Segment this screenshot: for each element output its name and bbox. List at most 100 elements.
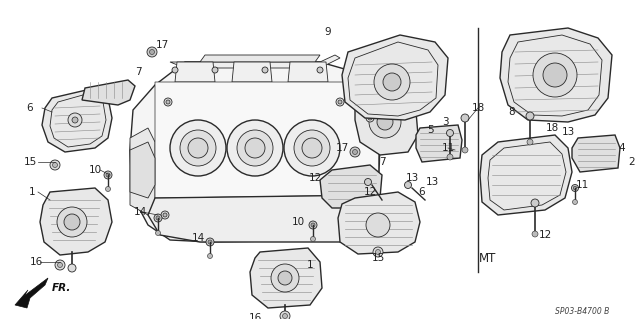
Circle shape [573,186,577,190]
Text: SP03-B4700 B: SP03-B4700 B [555,308,609,316]
Text: 3: 3 [442,117,448,127]
Text: 13: 13 [405,173,419,183]
Circle shape [461,114,469,122]
Circle shape [172,67,178,73]
Circle shape [106,187,111,191]
Circle shape [282,314,287,318]
Circle shape [104,171,112,179]
Polygon shape [500,28,612,122]
Circle shape [532,231,538,237]
Circle shape [284,120,340,176]
Text: 12: 12 [538,230,552,240]
Circle shape [447,154,453,160]
Text: 2: 2 [628,157,636,167]
Text: 17: 17 [335,143,349,153]
Polygon shape [40,188,112,255]
Circle shape [531,199,539,207]
Polygon shape [82,80,135,105]
Text: 4: 4 [619,143,625,153]
Circle shape [353,150,358,154]
Circle shape [526,112,534,120]
Circle shape [156,216,160,220]
Polygon shape [480,135,572,215]
Circle shape [373,247,383,257]
Circle shape [57,207,87,237]
Polygon shape [175,62,215,82]
Text: 14: 14 [191,233,205,243]
Circle shape [227,120,283,176]
Polygon shape [42,88,112,152]
Text: 15: 15 [371,253,385,263]
Circle shape [533,53,577,97]
Circle shape [58,263,63,268]
Polygon shape [320,165,382,208]
Text: 13: 13 [426,177,438,187]
Circle shape [150,49,154,55]
Polygon shape [130,142,155,198]
Circle shape [302,138,322,158]
Circle shape [572,184,579,191]
Circle shape [164,98,172,106]
Circle shape [208,240,212,244]
Circle shape [147,47,157,57]
Circle shape [206,238,214,246]
Circle shape [170,120,226,176]
Text: 13: 13 [561,127,575,137]
Circle shape [72,117,78,123]
Text: 11: 11 [575,180,589,190]
Circle shape [68,113,82,127]
Circle shape [365,179,371,186]
Polygon shape [15,278,48,308]
Text: 16: 16 [248,313,262,319]
Circle shape [377,114,393,130]
Circle shape [369,106,401,138]
Text: 15: 15 [24,157,36,167]
Circle shape [309,221,317,229]
Circle shape [338,100,342,104]
Circle shape [212,67,218,73]
Circle shape [156,231,161,235]
Polygon shape [572,135,620,172]
Text: 1: 1 [29,187,35,197]
Circle shape [163,213,167,217]
Polygon shape [148,195,378,242]
Polygon shape [416,125,462,162]
Circle shape [68,264,76,272]
Text: 8: 8 [509,107,515,117]
Polygon shape [355,88,418,155]
Text: 12: 12 [364,187,376,197]
Circle shape [353,213,357,217]
Text: 14: 14 [133,207,147,217]
Circle shape [207,254,212,258]
Circle shape [50,160,60,170]
Circle shape [294,130,330,166]
Circle shape [350,147,360,157]
Circle shape [154,214,162,222]
Circle shape [527,139,533,145]
Text: 12: 12 [308,173,322,183]
Polygon shape [130,62,380,242]
Polygon shape [288,62,328,82]
Text: MT: MT [479,251,497,264]
Circle shape [166,100,170,104]
Circle shape [573,199,577,204]
Circle shape [317,67,323,73]
Text: 5: 5 [427,125,433,135]
Polygon shape [200,55,320,62]
Text: 7: 7 [379,157,385,167]
Circle shape [311,223,315,227]
Circle shape [262,67,268,73]
Text: 1: 1 [307,260,314,270]
Text: 7: 7 [134,67,141,77]
Circle shape [357,67,363,73]
Circle shape [237,130,273,166]
Circle shape [106,173,110,177]
Polygon shape [170,55,340,68]
Circle shape [271,264,299,292]
Polygon shape [232,62,272,82]
Circle shape [280,311,290,319]
Text: 16: 16 [29,257,43,267]
Text: 10: 10 [291,217,305,227]
Circle shape [52,162,58,167]
Circle shape [366,114,374,122]
